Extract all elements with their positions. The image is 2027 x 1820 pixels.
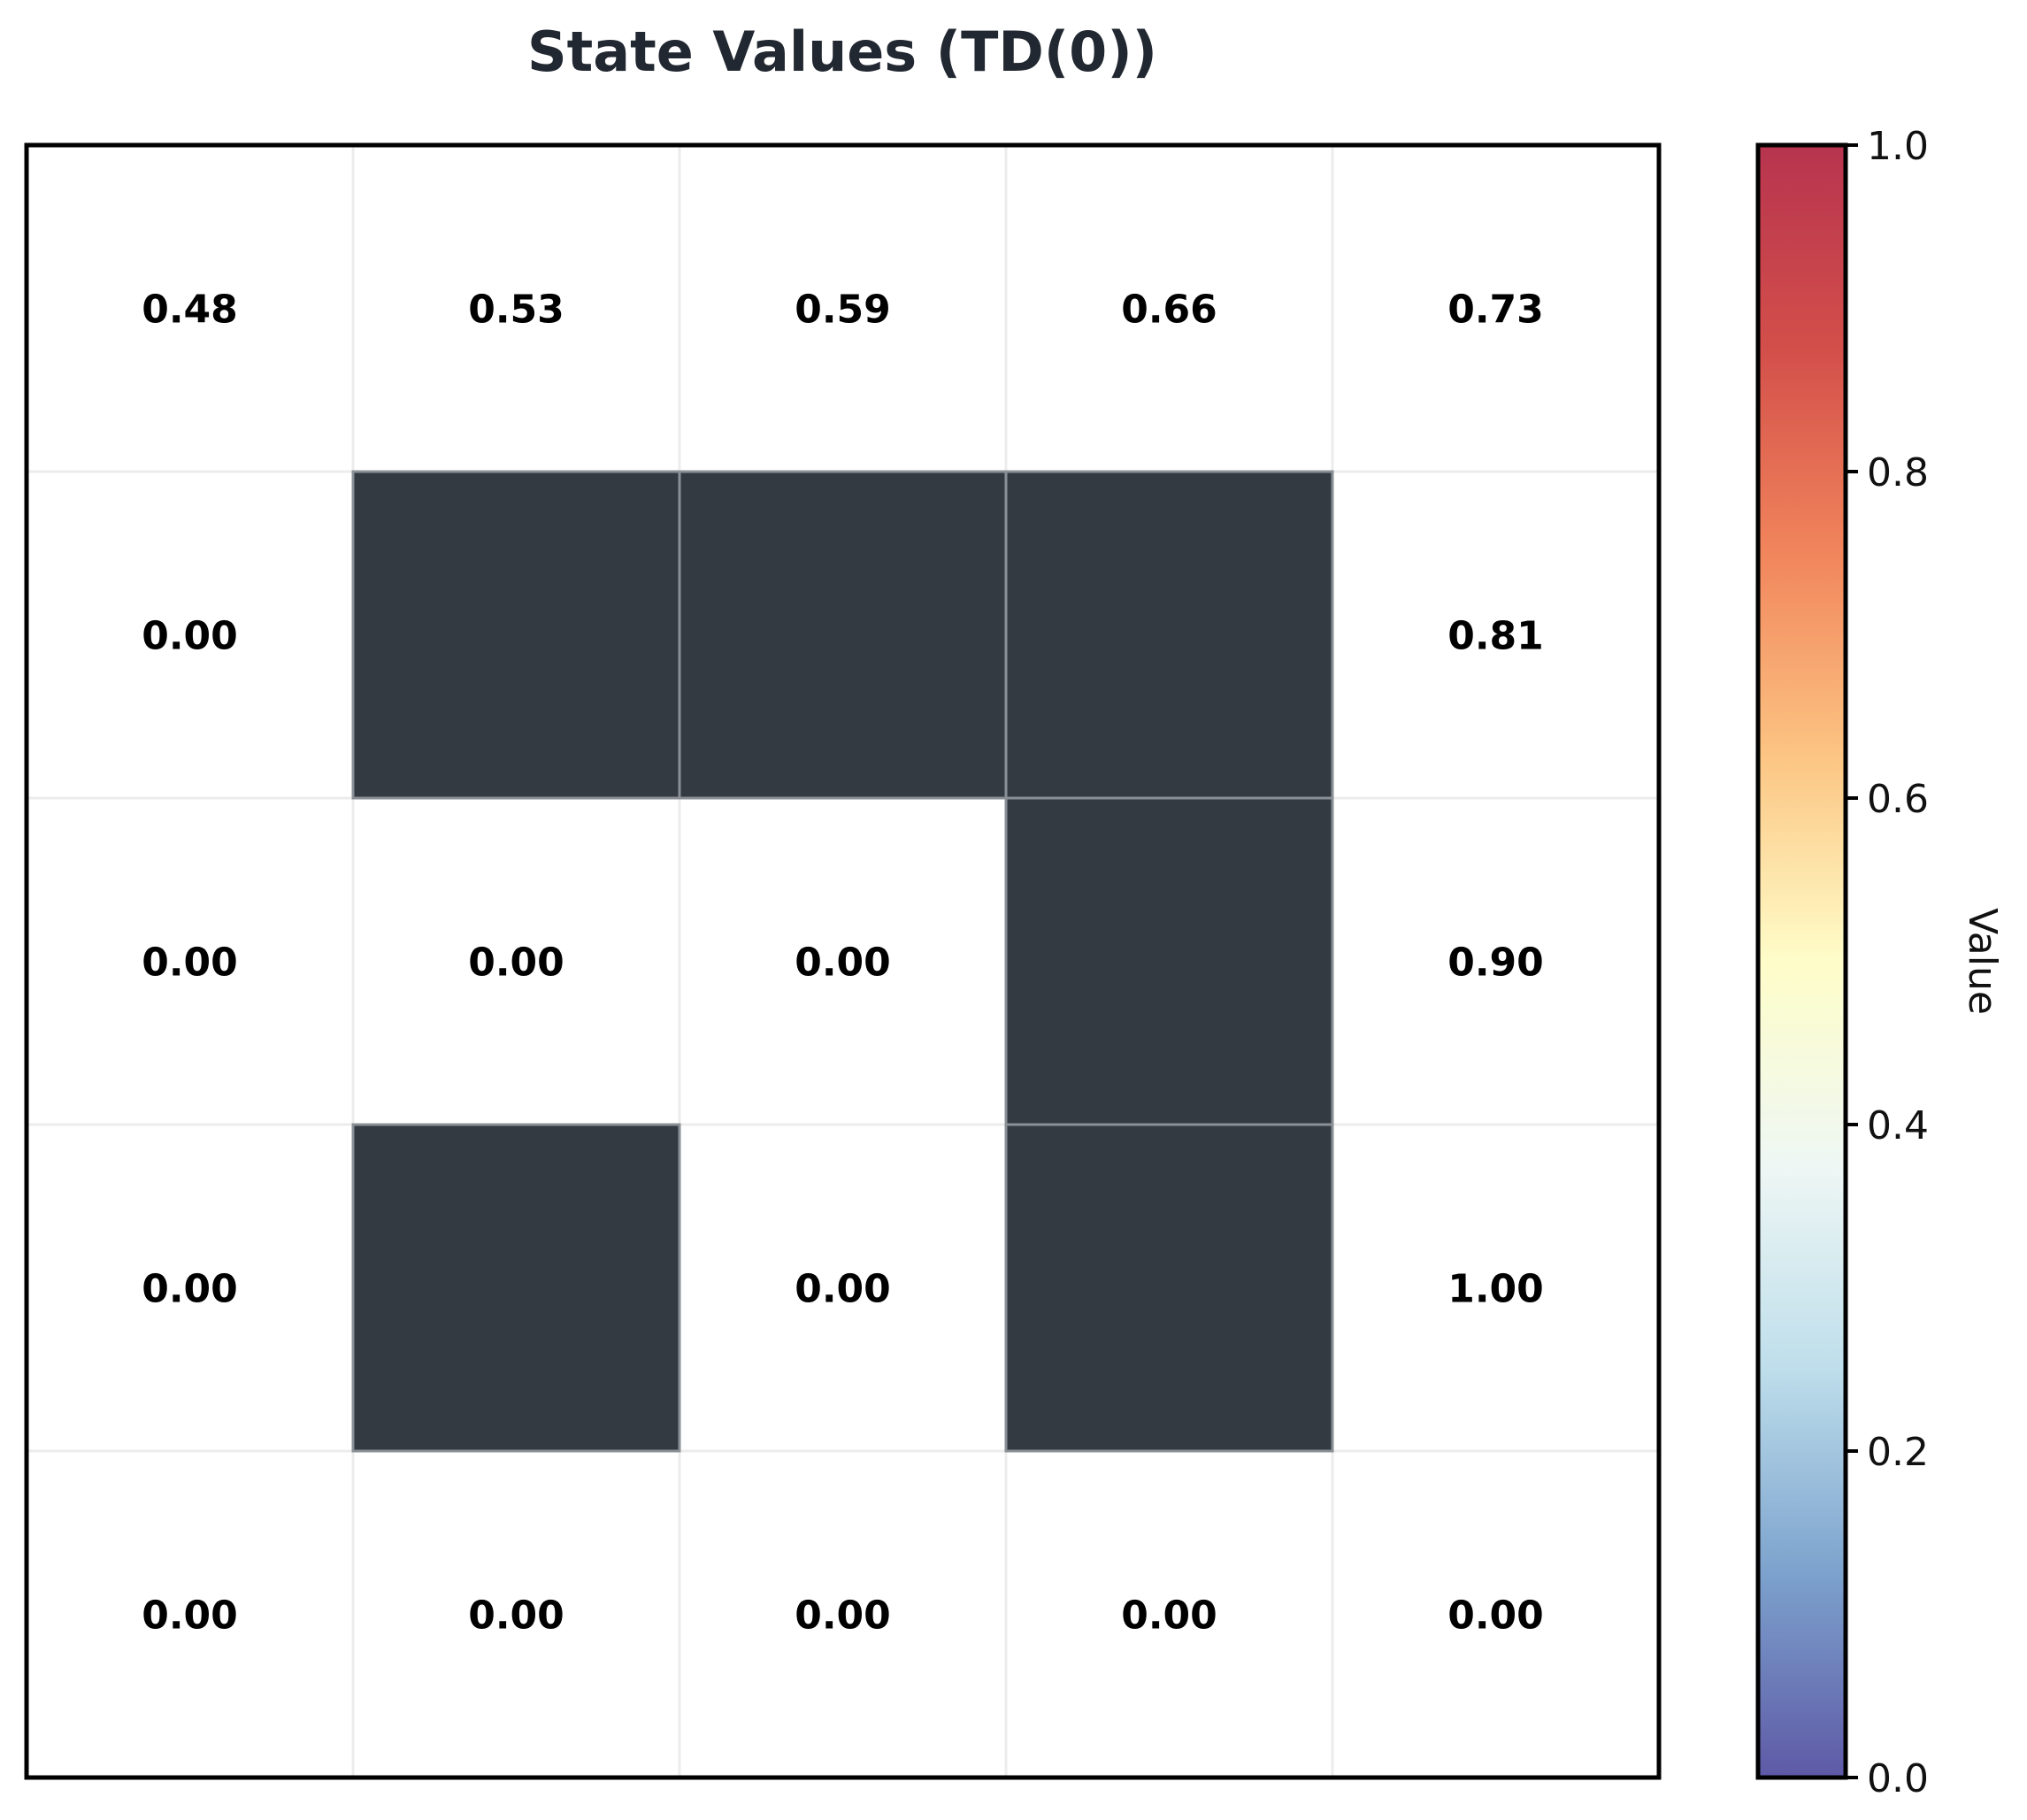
cell-value-label: 1.00 [1447,1267,1544,1312]
cell-value-label: 0.00 [795,941,891,986]
cell-value-label: 0.53 [468,288,564,333]
colorbar-tick-label: 0.0 [1867,1756,1929,1801]
cell-value-label: 0.00 [1447,1593,1544,1639]
heatmap-cell [1332,798,1659,1125]
colorbar-gradient [1758,145,1846,1778]
wall-outline [1004,1123,1334,1453]
wall-cell [1006,798,1332,1125]
heatmap-cell [680,1125,1006,1451]
cell-value-label: 0.00 [142,614,238,659]
heatmap-cell [27,1451,353,1778]
colorbar-tick-label: 0.4 [1867,1103,1929,1148]
heatmap-cell [27,145,353,472]
heatmap-cell [27,1125,353,1451]
heatmap-cell [353,798,680,1125]
cell-value-label: 0.66 [1121,288,1217,333]
heatmap-cell [1006,145,1332,472]
colorbar-frame [1755,142,1848,1780]
heatmap-cell [1332,1451,1659,1778]
colorbar-tick-label: 1.0 [1867,124,1929,169]
cell-value-label: 0.81 [1447,614,1544,659]
heatmap-cell [680,1451,1006,1778]
cell-value-label: 0.00 [468,1593,564,1639]
cell-value-label: 0.73 [1447,288,1544,333]
heatmap-cell [353,1451,680,1778]
wall-cell [680,472,1006,798]
colorbar-label: Value [1960,908,2005,1015]
wall-cell [1006,1125,1332,1451]
chart-title: State Values (TD(0)) [527,19,1157,84]
cell-value-label: 0.00 [1121,1593,1217,1639]
colorbar-tick-label: 0.2 [1867,1430,1929,1475]
cell-value-label: 0.00 [142,941,238,986]
cell-value-label: 0.48 [142,288,238,333]
cell-value-label: 0.90 [1447,941,1544,986]
cell-value-label: 0.00 [142,1267,238,1312]
cell-value-label: 0.00 [142,1593,238,1639]
heatmap-cell [1332,472,1659,798]
heatmap-cell [680,798,1006,1125]
cell-value-label: 0.00 [468,941,564,986]
heatmap-cell [27,472,353,798]
wall-cell [353,472,680,798]
plot-frame [24,142,1662,1780]
cell-value-label: 0.00 [795,1593,891,1639]
wall-cell [353,1125,680,1451]
heatmap-cell [27,798,353,1125]
colorbar-tick-label: 0.6 [1867,777,1929,822]
heatmap-grid: 0.48 0.53 0.59 0.66 0.73 0.00 0.81 0.00 0.00 0.00… [24,142,1662,1780]
wall-cell [1006,472,1332,798]
heatmap-cell [1332,145,1659,472]
cell-value-label: 0.59 [795,288,891,333]
colorbar-tick-label: 0.8 [1867,450,1929,495]
colorbar: 0.0 0.2 0.4 0.6 0.8 1.0 Value [1755,124,2005,1801]
wall-outline [351,1123,681,1453]
heatmap-cell [1006,1451,1332,1778]
heatmap-cell [680,145,1006,472]
cell-value-label: 0.00 [795,1267,891,1312]
heatmap-cell [353,145,680,472]
heatmap-cell [1332,1125,1659,1451]
